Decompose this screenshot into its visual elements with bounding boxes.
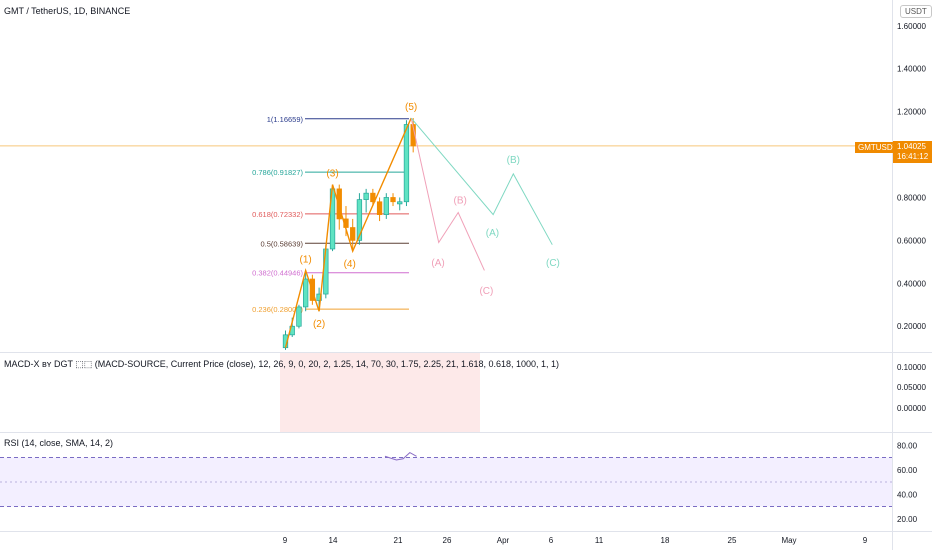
fib-level-label: 0.5(0.58639) (260, 239, 303, 248)
price-tick-label: 1.40000 (897, 65, 926, 74)
time-tick-label: 9 (283, 536, 288, 545)
candle-body (336, 188, 342, 220)
candle-body (296, 306, 302, 327)
countdown-value: 16:41:12 (897, 152, 929, 161)
candle-body (363, 192, 369, 200)
price-tick-label: 1.20000 (897, 108, 926, 117)
currency-button[interactable]: USDT (900, 5, 932, 18)
correction-projection-green (410, 117, 553, 245)
time-tick-label: 11 (595, 536, 604, 545)
correction-label-red: (B) (454, 196, 467, 207)
candle-body (397, 201, 403, 205)
rsi-line (384, 451, 417, 461)
wave-label: (3) (326, 169, 338, 180)
candle-body (350, 227, 356, 241)
correction-label-green: (A) (486, 228, 499, 239)
correction-label-green: (B) (507, 155, 520, 166)
candle-body (403, 124, 410, 203)
candle-body (376, 201, 383, 215)
macd-tick-label: 0.00000 (897, 404, 926, 413)
price-tick-label: 0.80000 (897, 193, 926, 202)
rsi-tick-label: 40.00 (897, 490, 918, 499)
correction-projection-red (410, 117, 485, 271)
fib-level-label: 1(1.16659) (267, 115, 304, 124)
rsi-title: RSI (14, close, SMA, 14, 2) (4, 438, 114, 448)
price-tick-label: 1.60000 (897, 22, 926, 31)
wave-label: (1) (300, 254, 312, 265)
time-tick-label: May (781, 536, 796, 545)
wave-label: (2) (313, 319, 325, 330)
rsi-tick-label: 80.00 (897, 441, 918, 450)
candle-body (370, 192, 376, 203)
candle-body (390, 197, 396, 203)
wave-label: (5) (405, 102, 417, 113)
price-tick-label: 0.40000 (897, 279, 926, 288)
time-tick-label: 6 (549, 536, 554, 545)
candle-body (323, 248, 329, 295)
time-tick-label: Apr (497, 536, 510, 545)
candle-body (410, 124, 416, 147)
rsi-tick-label: 60.00 (897, 466, 918, 475)
time-tick-label: 25 (728, 536, 737, 545)
macd-title: MACD-X ʙʏ DGT ⬚⬚ (MACD-SOURCE, Current P… (4, 359, 560, 369)
fib-level-label: 0.618(0.72332) (252, 210, 303, 219)
correction-label-green: (C) (546, 258, 560, 269)
time-tick-label: 9 (863, 536, 868, 545)
time-tick-label: 14 (329, 536, 338, 545)
candle-body (303, 278, 309, 308)
symbol-price-tag: GMTUSDT (855, 142, 901, 153)
fib-level-label: 0.236(0.28004) (252, 305, 303, 314)
rsi-tick-label: 20.00 (897, 515, 918, 524)
correction-label-red: (C) (479, 286, 493, 297)
fib-level-label: 0.786(0.91827) (252, 168, 303, 177)
last-price-tag: 1.04025 16:41:12 (893, 141, 932, 163)
candle-body (383, 197, 389, 215)
price-tick-label: 0.20000 (897, 322, 926, 331)
candle-body (356, 199, 363, 241)
fib-level-label: 0.382(0.44946) (252, 269, 303, 278)
macd-highlight-zone (280, 353, 480, 432)
symbol-title: GMT / TetherUS, 1D, BINANCE (4, 6, 131, 16)
time-tick-label: 26 (443, 536, 452, 545)
price-tick-label: 0.60000 (897, 236, 926, 245)
candle-body (316, 293, 322, 301)
macd-tick-label: 0.10000 (897, 363, 926, 372)
wave-label: (4) (344, 259, 356, 270)
macd-tick-label: 0.05000 (897, 383, 926, 392)
time-tick-label: 18 (661, 536, 670, 545)
elliott-impulse-wave (284, 117, 412, 348)
correction-label-red: (A) (431, 258, 444, 269)
time-tick-label: 21 (394, 536, 403, 545)
last-price-value: 1.04025 (897, 142, 926, 151)
